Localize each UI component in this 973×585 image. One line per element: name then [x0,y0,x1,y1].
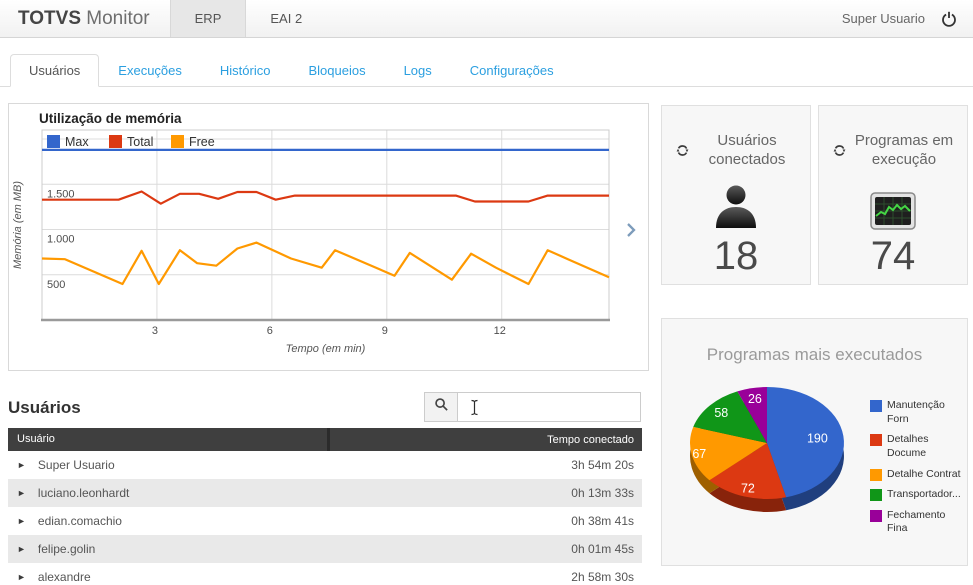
legend-chip [870,489,882,502]
monitor-graph-icon [819,182,967,230]
legend-chip [870,400,882,412]
svg-text:Memória (em MB): Memória (em MB) [12,181,24,269]
tab-historico[interactable]: Histórico [219,63,271,78]
legend-label: Detalhes Docume [887,433,929,459]
chevron-right-icon[interactable] [626,222,636,243]
svg-text:Max: Max [65,135,89,149]
user-name: edian.comachio [37,514,122,528]
tab-execucoes[interactable]: Execuções [118,63,182,78]
running-programs-count: 74 [870,233,916,278]
running-programs-card: Programas em execução 74 [818,105,968,285]
power-icon[interactable] [941,11,957,27]
column-header-tempo: Tempo conectado [547,433,634,446]
search-icon [434,397,449,417]
svg-text:1.000: 1.000 [47,234,75,246]
users-section-title: Usuários [8,398,81,417]
search-button[interactable] [424,392,458,422]
svg-text:Free: Free [189,135,215,149]
svg-text:72: 72 [741,482,755,496]
legend-label: Fechamento Fina [887,508,946,535]
table-row-felipe[interactable]: ► felipe.golin 0h 01m 45s [8,535,642,563]
pie-legend: Manutenção Forn Detalhes Docume Detalhe Co… [870,399,966,536]
connected-time: 0h 01m 45s [571,542,634,556]
table-row-alexandre[interactable]: ► alexandre 2h 58m 30s [8,563,642,585]
connected-time: 0h 38m 41s [571,514,634,528]
svg-text:190: 190 [807,431,828,445]
user-name: luciano.leonhardt [37,486,130,500]
user-search-bar [424,392,641,422]
expand-row-icon[interactable]: ► [17,460,26,470]
tab-usuarios[interactable]: Usuários [10,54,100,87]
top-programs-title: Programas mais executados [706,345,923,364]
legend-label: Detalhe Contrat [887,467,961,480]
refresh-icon[interactable] [832,143,847,158]
running-programs-title: Programas em execução [854,132,954,168]
env-tab-erp[interactable]: ERP [169,0,247,37]
legend-chip [870,509,882,522]
legend-label: Manutenção Forn [887,399,945,425]
user-silhouette-icon [662,182,810,230]
user-name: felipe.golin [37,542,96,556]
table-row-edian[interactable]: ► edian.comachio 0h 38m 41s [8,507,642,535]
svg-text:26: 26 [748,392,762,406]
main-nav: Usuários Execuções Histórico Bloqueios L… [0,54,973,87]
expand-row-icon[interactable]: ► [17,572,26,582]
legend-item: Fechamento Fina [870,509,966,536]
memory-usage-line-chart: 500 1.000 1.500 3 6 9 12 Tempo (em min) Memória … [12,129,610,355]
connected-time: 0h 13m 33s [571,486,634,500]
svg-text:58: 58 [714,406,728,420]
tab-logs[interactable]: Logs [403,63,432,78]
memory-chart-panel: Utilização de memória 500 1.000 1.500 3 6 9 12… [8,103,649,371]
connected-users-count: 18 [713,233,759,278]
tab-bloqueios[interactable]: Bloqueios [308,63,366,78]
svg-text:9: 9 [382,325,388,337]
svg-text:Tempo (em min): Tempo (em min) [286,343,366,355]
column-header-usuario: Usuário [8,428,330,451]
legend-item: Detalhe Contrat [870,468,966,482]
expand-row-icon[interactable]: ► [17,516,26,526]
expand-row-icon[interactable]: ► [17,488,26,498]
svg-text:3: 3 [152,325,158,337]
svg-text:500: 500 [47,279,65,291]
expand-row-icon[interactable]: ► [17,544,26,554]
user-name: Super Usuario [37,458,115,472]
table-row-luciano[interactable]: ► luciano.leonhardt 0h 13m 33s [8,479,642,507]
connected-time: 2h 58m 30s [571,570,634,584]
users-table-header: Usuário Tempo conectado [8,428,642,451]
top-programs-pie-chart: 190 72 67 58 26 [689,387,844,512]
legend-label: Transportador... [887,488,961,501]
svg-text:6: 6 [267,325,273,337]
current-user-label: Super Usuario [841,11,925,26]
legend-chip [870,468,882,481]
legend-item: Transportador... [870,488,966,502]
users-table: Usuário Tempo conectado ► Super Usuario … [8,428,642,585]
svg-text:12: 12 [494,325,506,337]
app-header: TOTVS Monitor ERP EAI 2 Super Usuario [0,0,973,38]
connected-users-title: Usuários conectados [708,132,786,168]
tab-configuracoes[interactable]: Configurações [469,63,554,78]
legend-chip [870,434,882,447]
svg-text:1.500: 1.500 [47,188,75,200]
user-search-input[interactable] [458,392,641,422]
connected-users-card: Usuários conectados 18 [661,105,811,285]
legend-item: Manutenção Forn [870,399,966,426]
legend-item: Detalhes Docume [870,433,966,460]
top-programs-panel: Programas mais executados 190 72 67 58 26 Ma… [661,318,968,566]
env-tab-eai2[interactable]: EAI 2 [270,11,303,26]
brand-monitor: Monitor [81,7,150,29]
svg-text:67: 67 [692,447,706,461]
svg-text:Total: Total [127,135,153,149]
brand-totvs: TOTVS [18,7,81,29]
table-row-super-usuario[interactable]: ► Super Usuario 3h 54m 20s [8,451,642,479]
refresh-icon[interactable] [675,143,690,158]
user-name: alexandre [37,570,91,584]
connected-time: 3h 54m 20s [571,458,634,472]
memory-chart-title: Utilização de memória [39,111,182,126]
app-title: TOTVS Monitor [0,0,170,37]
